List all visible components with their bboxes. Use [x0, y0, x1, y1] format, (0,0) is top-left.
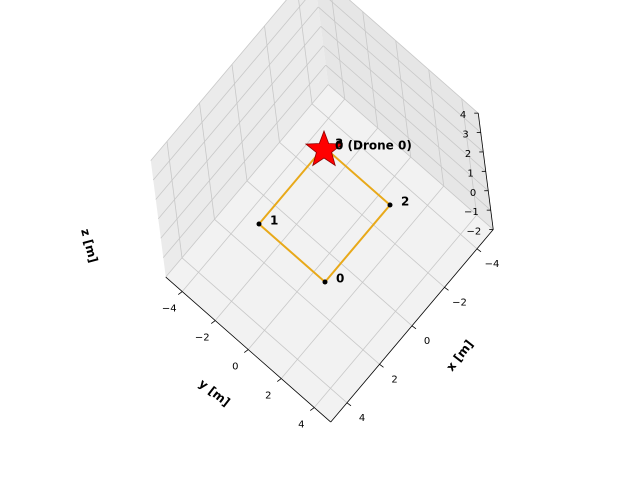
tick-mark [379, 363, 384, 368]
y-tick-label: −4 [162, 304, 177, 315]
grid-line [155, 6, 319, 200]
tick-mark [178, 291, 183, 295]
z-axis-title: z [m] [78, 227, 100, 264]
tick-mark [211, 320, 216, 324]
x-tick-label: −2 [452, 297, 467, 308]
grid-line [247, 156, 412, 350]
waypoint-marker [387, 202, 393, 208]
grid-line [322, 45, 489, 192]
waypoint-label: 3 [335, 137, 343, 151]
tick-mark [244, 349, 249, 353]
y-tick-label: −2 [195, 333, 210, 344]
grid-line [327, 84, 494, 230]
grid-line [162, 64, 327, 258]
waypoint-marker [322, 279, 328, 285]
x-tick-label: 0 [424, 336, 430, 347]
x-tick-label: 4 [359, 413, 365, 424]
back-pane-y [150, 0, 329, 278]
y-tick-label: 4 [298, 420, 304, 431]
y-tick-label: 0 [232, 362, 238, 373]
waypoint-marker [256, 221, 262, 227]
tick-mark [476, 248, 482, 253]
grid-line [313, 214, 478, 408]
grid-line [150, 0, 287, 161]
x-axis-title: x [m] [443, 337, 476, 374]
waypoint-label: 1 [270, 214, 278, 228]
x-tick-label: −4 [485, 259, 500, 270]
grid-line [280, 185, 445, 379]
z-tick-label: 3 [462, 130, 468, 141]
z-tick-label: −2 [467, 227, 482, 238]
grid-line [157, 26, 322, 220]
tick-mark [411, 325, 417, 330]
drone-label: 0 (Drone 0) [335, 139, 412, 153]
tick-mark [444, 286, 449, 291]
grid-line [214, 218, 380, 365]
y-axis-title: y [m] [196, 376, 233, 409]
z-tick-label: −1 [464, 207, 479, 218]
z-tick-label: 0 [470, 188, 476, 199]
grid-line [348, 0, 479, 114]
tick-mark [310, 407, 315, 411]
z-tick-label: 1 [467, 168, 473, 179]
grid-line [160, 45, 324, 239]
grid-line [165, 84, 329, 278]
x-tick-label: 2 [391, 374, 397, 385]
y-tick-label: 2 [265, 391, 271, 402]
grid-line [181, 257, 348, 404]
drone-star-marker [304, 129, 344, 167]
z-tick-label: 2 [465, 149, 471, 160]
tick-mark [277, 378, 282, 382]
z-tick-label: 4 [460, 110, 466, 121]
tick-labels: 4 2 0 −2 −4 −4 −2 0 2 4 4 3 2 1 0 −1 −2 [162, 110, 499, 430]
grid-line [329, 0, 482, 133]
waypoint-label: 2 [401, 195, 409, 209]
grid-line [325, 64, 492, 211]
grid-line [152, 0, 306, 181]
grid-line [320, 26, 487, 172]
tick-mark [346, 402, 352, 407]
grid-line [317, 6, 484, 153]
waypoint-label: 0 [336, 272, 344, 286]
data-series: 0 1 2 30 (Drone 0) [256, 129, 412, 286]
